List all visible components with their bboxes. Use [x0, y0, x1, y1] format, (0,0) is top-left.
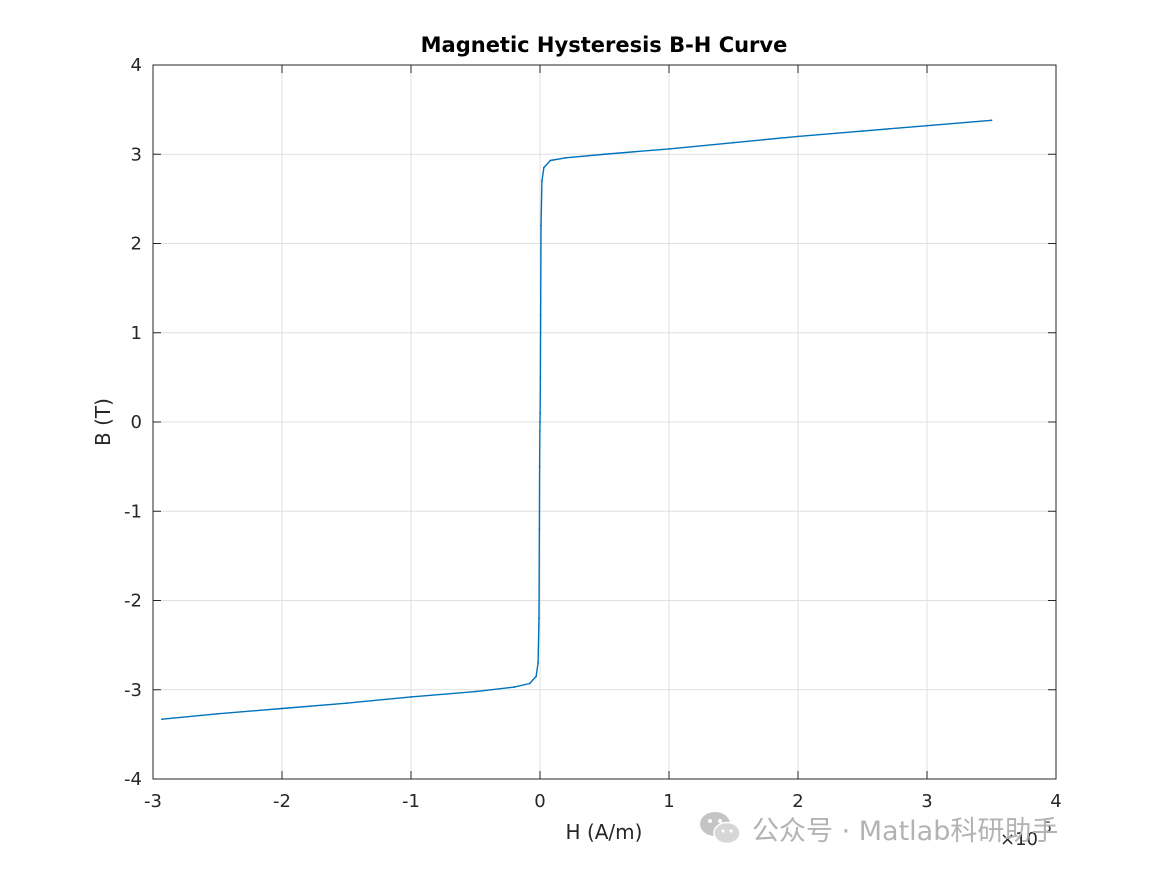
bh-curve-point — [797, 135, 799, 138]
bh-curve-point — [541, 180, 543, 182]
watermark: 公众号 · Matlab科研助手 — [698, 808, 1058, 848]
x-axis-label: H (A/m) — [566, 820, 643, 844]
bh-curve-point — [542, 166, 545, 169]
watermark-text: 公众号 · Matlab科研助手 — [752, 815, 1059, 847]
y-tick-label: 0 — [131, 412, 142, 433]
bh-curve-point — [539, 412, 542, 414]
bh-curve-point — [410, 695, 412, 698]
x-tick-label: -1 — [402, 791, 420, 812]
y-axis-label: B (T) — [91, 398, 115, 446]
bh-curve-point — [538, 430, 541, 432]
y-tick-label: 2 — [131, 234, 142, 255]
y-tick-label: -3 — [124, 680, 142, 701]
bh-curve-point — [474, 690, 477, 693]
bh-curve-point — [540, 224, 542, 227]
tick-marks — [152, 64, 1057, 780]
x-exponent-base: ×10 — [1000, 829, 1038, 850]
bh-curve-point — [861, 130, 864, 132]
y-tick-label: -4 — [124, 769, 142, 790]
bh-curve-point — [603, 153, 606, 156]
bh-curve-point — [564, 156, 567, 159]
x-exponent-power: 5 — [1043, 820, 1052, 836]
bh-curve-point — [538, 465, 541, 468]
bh-curve-point — [539, 421, 541, 423]
bh-curve-point — [281, 707, 283, 710]
x-tick-label: 2 — [792, 791, 803, 812]
y-tick-label: 1 — [131, 323, 142, 344]
bh-curve-point — [513, 686, 516, 688]
x-tick-labels: -3 -2 -1 0 1 2 3 4 — [144, 791, 1062, 812]
bh-curve-point — [926, 124, 928, 127]
bh-curve-point — [990, 119, 993, 122]
wechat-icon — [700, 812, 741, 845]
y-tick-label: 3 — [131, 144, 142, 165]
x-tick-label: 0 — [534, 791, 545, 812]
bh-curve-point — [538, 528, 541, 530]
y-tick-label: -2 — [124, 591, 142, 612]
bh-curve-point — [535, 675, 538, 678]
bh-curve-point — [732, 141, 735, 144]
bh-curve-point — [345, 702, 348, 705]
bh-curve-point — [161, 718, 163, 721]
x-tick-label: 4 — [1050, 791, 1061, 812]
bh-curve-point — [668, 147, 670, 150]
bh-curve-point — [528, 682, 531, 685]
bh-curve-line — [161, 119, 992, 720]
bh-curve-point — [539, 314, 542, 316]
y-tick-labels: -4 -3 -2 -1 0 1 2 3 4 — [124, 55, 142, 790]
x-tick-label: 1 — [663, 791, 674, 812]
bh-curve-point — [549, 159, 552, 162]
bh-curve-point — [538, 617, 540, 620]
y-tick-label: 4 — [131, 55, 142, 76]
x-tick-label: 3 — [921, 791, 932, 812]
bh-curve-point — [539, 376, 542, 379]
chart-title: Magnetic Hysteresis B-H Curve — [421, 33, 788, 57]
bh-curve-point — [537, 662, 539, 664]
y-tick-label: -1 — [124, 501, 142, 522]
curve-layer — [161, 119, 993, 721]
bh-curve-point — [216, 712, 219, 715]
x-tick-label: -3 — [144, 791, 162, 812]
x-tick-label: -2 — [273, 791, 291, 812]
